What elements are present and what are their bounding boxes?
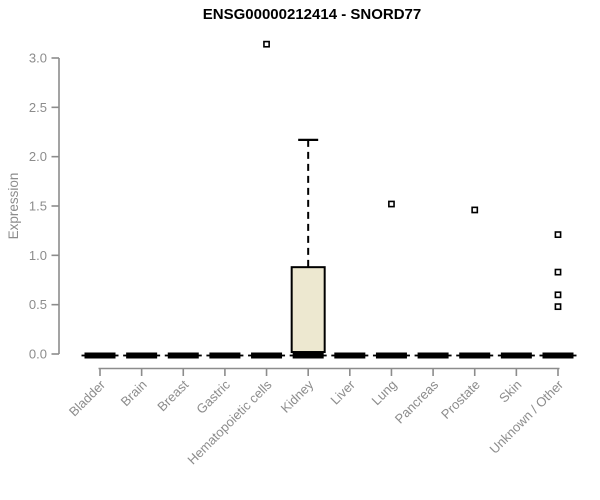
y-tick-label: 1.0 <box>29 248 47 263</box>
median-bar <box>542 352 574 359</box>
box-kidney <box>290 266 326 354</box>
median-bar <box>292 352 324 359</box>
y-tick-label: 1.5 <box>29 198 47 213</box>
median-bar <box>459 352 491 359</box>
x-tick-label: Pancreas <box>392 377 442 427</box>
x-tick-label: Skin <box>496 377 524 405</box>
y-tick-label: 0.0 <box>29 347 47 362</box>
median-bar <box>500 352 532 359</box>
outlier-marker <box>263 40 270 48</box>
y-tick-label: 2.0 <box>29 149 47 164</box>
y-tick-label: 3.0 <box>29 50 47 65</box>
median-bar <box>334 352 366 359</box>
median-bar <box>251 352 283 359</box>
x-tick-label: Unknown / Other <box>487 377 567 457</box>
x-tick-label: Gastric <box>193 377 233 417</box>
outlier-marker <box>388 200 395 208</box>
outlier-marker <box>554 268 562 276</box>
x-tick-label: Liver <box>327 377 358 408</box>
x-tick-label: Breast <box>154 377 191 414</box>
median-bar <box>417 352 449 359</box>
x-tick-label: Lung <box>369 377 400 408</box>
median-bar <box>167 352 199 359</box>
median-bar <box>375 352 407 359</box>
outlier-marker <box>471 206 479 214</box>
median-bar <box>209 352 241 359</box>
outlier-marker <box>554 291 562 299</box>
y-axis-label: Expression <box>6 172 21 240</box>
x-tick-label: Kidney <box>278 377 317 416</box>
outlier-marker <box>554 231 562 239</box>
median-bar <box>126 352 158 359</box>
chart-title: ENSG00000212414 - SNORD77 <box>202 6 422 23</box>
y-tick-label: 2.5 <box>29 100 47 115</box>
median-bar <box>84 352 116 359</box>
y-tick-label: 0.5 <box>29 297 47 312</box>
x-tick-label: Brain <box>118 377 150 409</box>
x-tick-label: Bladder <box>66 377 109 420</box>
x-tick-label: Prostate <box>438 377 483 422</box>
outlier-marker <box>554 303 562 311</box>
